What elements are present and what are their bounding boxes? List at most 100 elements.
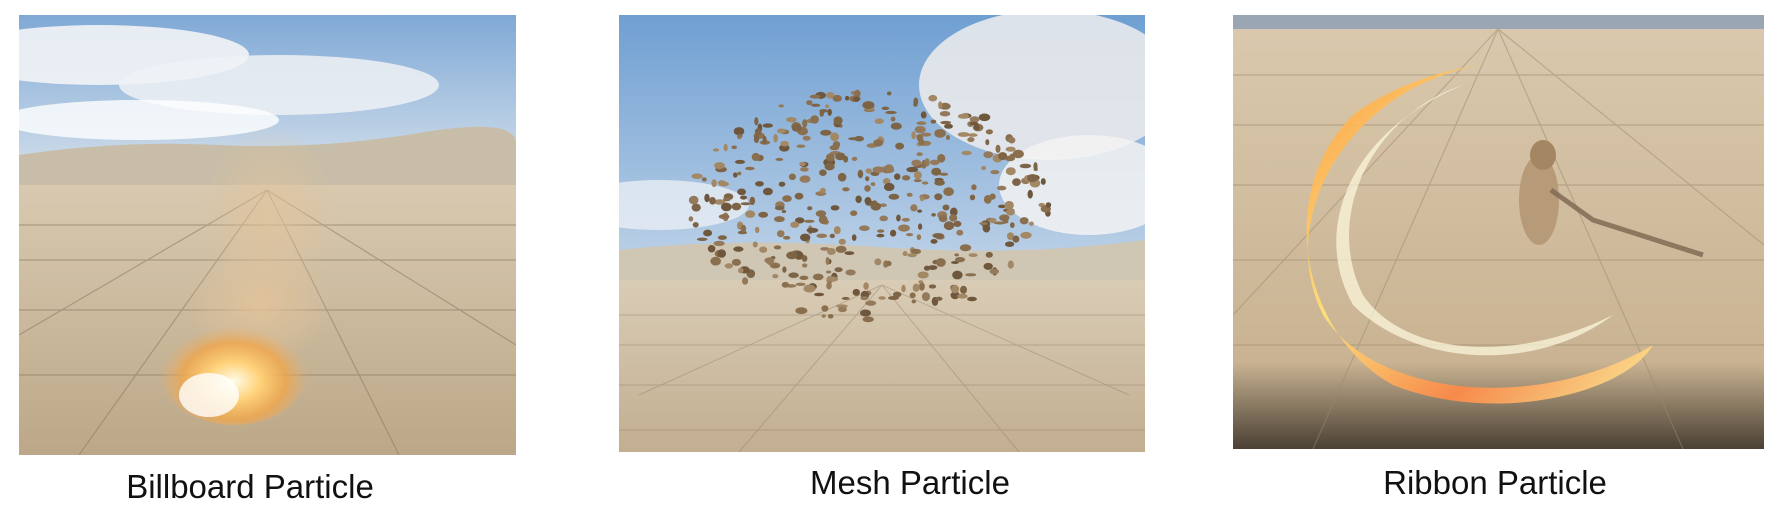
rock-fragment [906, 233, 914, 237]
rock-fragment [701, 177, 707, 182]
rock-fragment [820, 129, 832, 136]
rock-fragment [848, 137, 859, 141]
rock-fragment [821, 305, 829, 312]
rock-fragment [860, 309, 871, 317]
rock-fragment [752, 241, 758, 248]
rock-fragment [895, 142, 904, 150]
rock-fragment [967, 296, 977, 302]
rock-fragment [954, 257, 966, 263]
rock-fragment [990, 170, 1000, 175]
rock-fragment [691, 203, 701, 212]
rock-fragment [788, 272, 799, 279]
rock-fragment [886, 91, 892, 96]
rock-fragment [796, 144, 806, 148]
rock-fragment [862, 101, 875, 110]
rock-fragment [973, 124, 980, 131]
rock-fragment [851, 234, 857, 242]
rock-fragment [913, 179, 922, 183]
rock-fragment [1020, 231, 1032, 239]
rock-fragment [916, 152, 923, 157]
rock-fragment [989, 217, 997, 224]
rock-fragment [938, 101, 943, 109]
rock-fragment [837, 172, 847, 182]
rock-fragment [827, 108, 832, 116]
rock-fragment [826, 276, 839, 282]
rock-fragment [820, 187, 826, 194]
rock-fragment [758, 211, 769, 218]
rock-fragment [950, 291, 960, 300]
rock-fragment [911, 131, 916, 140]
rock-fragment [740, 224, 747, 233]
rock-fragment [931, 213, 936, 217]
rock-fragment [1005, 241, 1015, 247]
rock-fragment [879, 215, 888, 222]
rock-fragment [723, 197, 731, 202]
rock-fragment [1006, 208, 1015, 216]
rock-fragment [997, 185, 1007, 191]
rock-fragment [733, 246, 744, 252]
rock-fragment [936, 258, 946, 267]
rock-fragment [816, 233, 828, 238]
rock-fragment [901, 217, 910, 222]
rock-fragment [890, 229, 897, 237]
rock-fragment [734, 159, 746, 164]
rock-fragment [830, 205, 840, 211]
rock-fragment [775, 157, 784, 161]
rock-fragment [795, 307, 808, 315]
rock-fragment [830, 132, 840, 142]
rock-fragment [854, 135, 864, 142]
rock-fragment [806, 227, 819, 233]
rock-fragment [773, 133, 778, 143]
rock-fragment [1007, 260, 1014, 269]
rock-fragment [989, 193, 996, 200]
rock-fragment [870, 182, 876, 187]
rock-fragment [826, 282, 832, 290]
rock-fragment [898, 224, 910, 232]
rock-fragment [838, 306, 847, 313]
rock-fragment [946, 135, 950, 140]
rock-fragment [825, 153, 835, 162]
rock-fragment [950, 207, 958, 217]
rock-fragment [711, 179, 717, 188]
rock-fragment [772, 274, 779, 279]
rock-fragment [917, 271, 929, 279]
rock-fragment [802, 119, 808, 128]
rock-fragment [1027, 174, 1038, 183]
rock-fragment [755, 181, 764, 187]
rock-fragment [731, 202, 742, 211]
rock-fragment [983, 262, 993, 270]
rock-fragment [737, 134, 743, 138]
rock-fragment [909, 292, 916, 299]
rock-fragment [713, 240, 725, 247]
rock-fragment [781, 209, 787, 214]
rock-fragment [934, 179, 945, 186]
rock-fragment [981, 165, 987, 171]
rock-fragment [774, 216, 785, 223]
rock-fragment [779, 144, 790, 152]
rock-fragment [921, 181, 929, 185]
rock-fragment [778, 181, 786, 187]
rock-fragment [710, 256, 721, 266]
rock-fragment [819, 169, 827, 176]
rock-fragment [876, 233, 885, 238]
rock-fragment [887, 296, 900, 300]
rock-fragment [738, 267, 744, 274]
rock-fragment [885, 260, 892, 267]
rock-fragment [863, 282, 869, 290]
rock-fragment [832, 141, 841, 148]
rock-fragment [911, 299, 917, 304]
rock-fragment [994, 221, 1006, 225]
rock-fragment [919, 282, 925, 291]
rock-fragment [773, 245, 782, 250]
rock-fragment [881, 106, 890, 111]
rock-fragment [989, 268, 999, 275]
rock-fragment [841, 296, 850, 300]
rock-fragment [879, 203, 887, 207]
rock-fragment [913, 171, 922, 180]
rock-fragment [818, 215, 828, 225]
rock-fragment [952, 270, 963, 280]
rock-fragment [826, 248, 836, 255]
rock-fragment [762, 123, 773, 128]
rock-fragment [924, 158, 930, 167]
rock-fragment [892, 291, 902, 298]
